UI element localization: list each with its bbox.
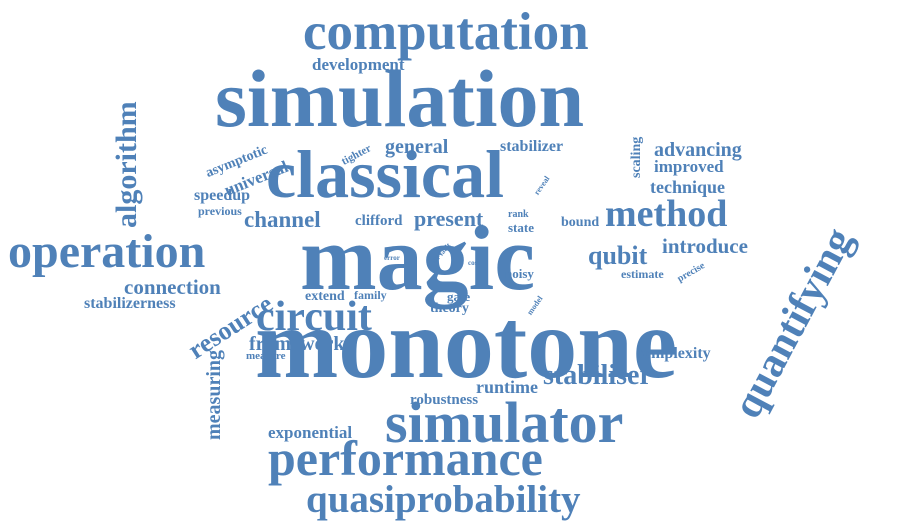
word-scaling: scaling	[629, 136, 644, 178]
word-simulator: simulator	[385, 390, 624, 455]
word-algorithm: algorithm	[110, 101, 143, 228]
word-error: error	[384, 254, 400, 262]
word-framework: framework	[249, 333, 345, 355]
word-family: family	[354, 288, 387, 302]
word-stabiliser: stabiliser	[543, 360, 652, 391]
word-simulation: simulation	[215, 53, 585, 144]
word-general: general	[385, 136, 449, 158]
word-state: state	[508, 220, 534, 235]
word-performance: performance	[268, 430, 543, 486]
word-quasiprobability: quasiprobability	[306, 478, 581, 521]
word-measure: measure	[246, 350, 286, 362]
word-stabilizerness: stabilizerness	[84, 295, 176, 312]
word-channel: channel	[244, 207, 321, 232]
word-noisy: noisy	[505, 266, 534, 281]
word-measuring: measuring	[203, 350, 225, 440]
word-reveal: reveal	[532, 174, 552, 197]
word-introduce: introduce	[662, 234, 748, 258]
word-improved: improved	[654, 157, 724, 176]
word-runtime: runtime	[476, 377, 538, 397]
word-connection: connection	[124, 275, 221, 299]
word-estimate: estimate	[621, 267, 664, 281]
word-stabilizer: stabilizer	[500, 138, 564, 155]
word-method: method	[605, 193, 728, 235]
word-previous: previous	[198, 204, 242, 218]
word-extend: extend	[305, 289, 345, 304]
word-qubit: qubit	[588, 241, 648, 270]
word-theory: theory	[430, 301, 469, 316]
word-development: development	[312, 55, 405, 74]
word-present: present	[414, 206, 484, 231]
word-advancing: advancing	[654, 139, 742, 161]
word-circuit: circuit	[256, 294, 372, 340]
word-monotone: monotone	[255, 288, 678, 399]
word-exponential: exponential	[268, 423, 353, 442]
word-computation: computation	[303, 3, 589, 61]
word-robustness: robustness	[410, 392, 479, 408]
word-speedup: speedup	[194, 187, 251, 204]
word-gate: gate	[447, 289, 471, 304]
word-complexity: complexity	[636, 345, 711, 362]
word-magic: magic	[300, 207, 536, 309]
word-operation: operation	[8, 225, 206, 278]
word-rank: rank	[508, 209, 529, 220]
word-bound: bound	[561, 215, 600, 230]
word-technique: technique	[650, 177, 726, 197]
word-clifford: clifford	[355, 213, 403, 229]
word-classical: classical	[266, 136, 504, 212]
word-precise: precise	[675, 260, 707, 285]
word-cost: cost	[468, 259, 480, 267]
